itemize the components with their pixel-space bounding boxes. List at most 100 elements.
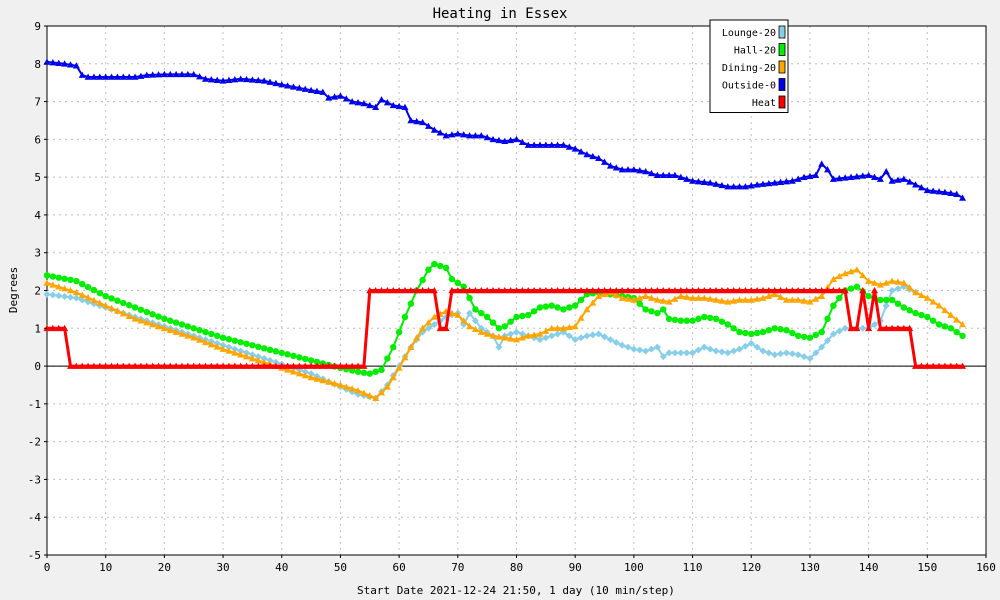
- data-point: [96, 73, 104, 80]
- data-point: [90, 362, 98, 369]
- data-point: [536, 287, 544, 294]
- data-point: [753, 181, 761, 188]
- data-point: [542, 334, 550, 342]
- data-point: [331, 93, 339, 100]
- data-point: [248, 362, 256, 369]
- data-point: [178, 321, 186, 328]
- data-point: [917, 291, 925, 299]
- data-point: [313, 358, 321, 366]
- data-point: [155, 362, 163, 369]
- data-point: [906, 324, 914, 332]
- data-point: [307, 86, 315, 94]
- data-point: [55, 274, 62, 281]
- data-point: [654, 309, 661, 317]
- data-point: [248, 355, 256, 362]
- data-point: [507, 287, 515, 294]
- data-point: [260, 77, 268, 84]
- data-point: [389, 101, 397, 109]
- data-point: [49, 273, 57, 280]
- data-point: [360, 99, 368, 107]
- data-point: [542, 141, 550, 148]
- data-point: [483, 330, 491, 337]
- data-point: [430, 126, 438, 133]
- legend-label: Outside-0: [722, 81, 776, 92]
- data-point: [700, 287, 708, 294]
- data-point: [947, 311, 955, 318]
- data-point: [560, 306, 567, 313]
- data-point: [237, 362, 245, 369]
- data-point: [319, 362, 327, 369]
- data-point: [589, 331, 597, 339]
- data-point: [495, 136, 503, 144]
- data-point: [642, 292, 650, 299]
- data-point: [430, 287, 438, 294]
- data-point: [894, 285, 902, 293]
- data-point: [806, 298, 814, 305]
- data-point: [554, 141, 562, 148]
- data-point: [782, 178, 790, 185]
- legend-swatch: [778, 25, 786, 39]
- data-point: [383, 287, 391, 294]
- data-point: [366, 392, 374, 399]
- data-point: [161, 315, 168, 323]
- data-point: [595, 292, 603, 299]
- data-point: [360, 362, 368, 369]
- data-point: [824, 166, 832, 173]
- data-point: [55, 59, 63, 66]
- data-point: [507, 330, 515, 338]
- data-point: [683, 349, 691, 357]
- data-point: [771, 351, 779, 359]
- data-point: [231, 76, 239, 83]
- data-point: [383, 99, 391, 106]
- data-point: [172, 328, 180, 335]
- data-point: [119, 362, 127, 369]
- data-point: [66, 362, 74, 369]
- data-point: [730, 347, 738, 355]
- data-point: [689, 317, 696, 324]
- data-point: [530, 287, 538, 294]
- data-point: [601, 333, 609, 341]
- data-point: [683, 293, 691, 300]
- data-point: [477, 328, 485, 335]
- data-point: [748, 330, 755, 338]
- data-point: [419, 276, 426, 284]
- data-point: [888, 296, 896, 304]
- data-point: [243, 362, 251, 369]
- data-point: [900, 279, 908, 286]
- data-point: [460, 287, 468, 294]
- data-point: [471, 287, 479, 294]
- data-point: [201, 362, 209, 369]
- data-point: [284, 366, 292, 373]
- data-point: [736, 345, 744, 353]
- data-point: [307, 370, 315, 378]
- data-point: [348, 367, 356, 374]
- data-point: [747, 287, 755, 294]
- data-point: [325, 362, 333, 369]
- data-point: [794, 175, 802, 182]
- data-point: [554, 287, 562, 294]
- data-point: [677, 349, 685, 357]
- data-point: [72, 294, 80, 302]
- data-point: [184, 332, 192, 339]
- data-point: [266, 362, 274, 369]
- data-point: [941, 306, 949, 314]
- data-point: [454, 311, 462, 318]
- x-tick-label: 10: [99, 561, 112, 574]
- data-point: [730, 183, 738, 190]
- data-point: [800, 297, 808, 304]
- data-point: [172, 362, 180, 369]
- data-point: [923, 362, 931, 369]
- data-point: [55, 292, 63, 300]
- data-point: [207, 362, 215, 369]
- data-point: [196, 326, 203, 334]
- data-point: [172, 70, 180, 78]
- data-point: [536, 330, 544, 337]
- data-point: [383, 383, 391, 390]
- data-point: [378, 287, 386, 294]
- data-point: [360, 389, 368, 396]
- data-point: [747, 296, 755, 303]
- data-point: [859, 271, 867, 279]
- data-point: [360, 369, 368, 376]
- data-point: [530, 331, 538, 338]
